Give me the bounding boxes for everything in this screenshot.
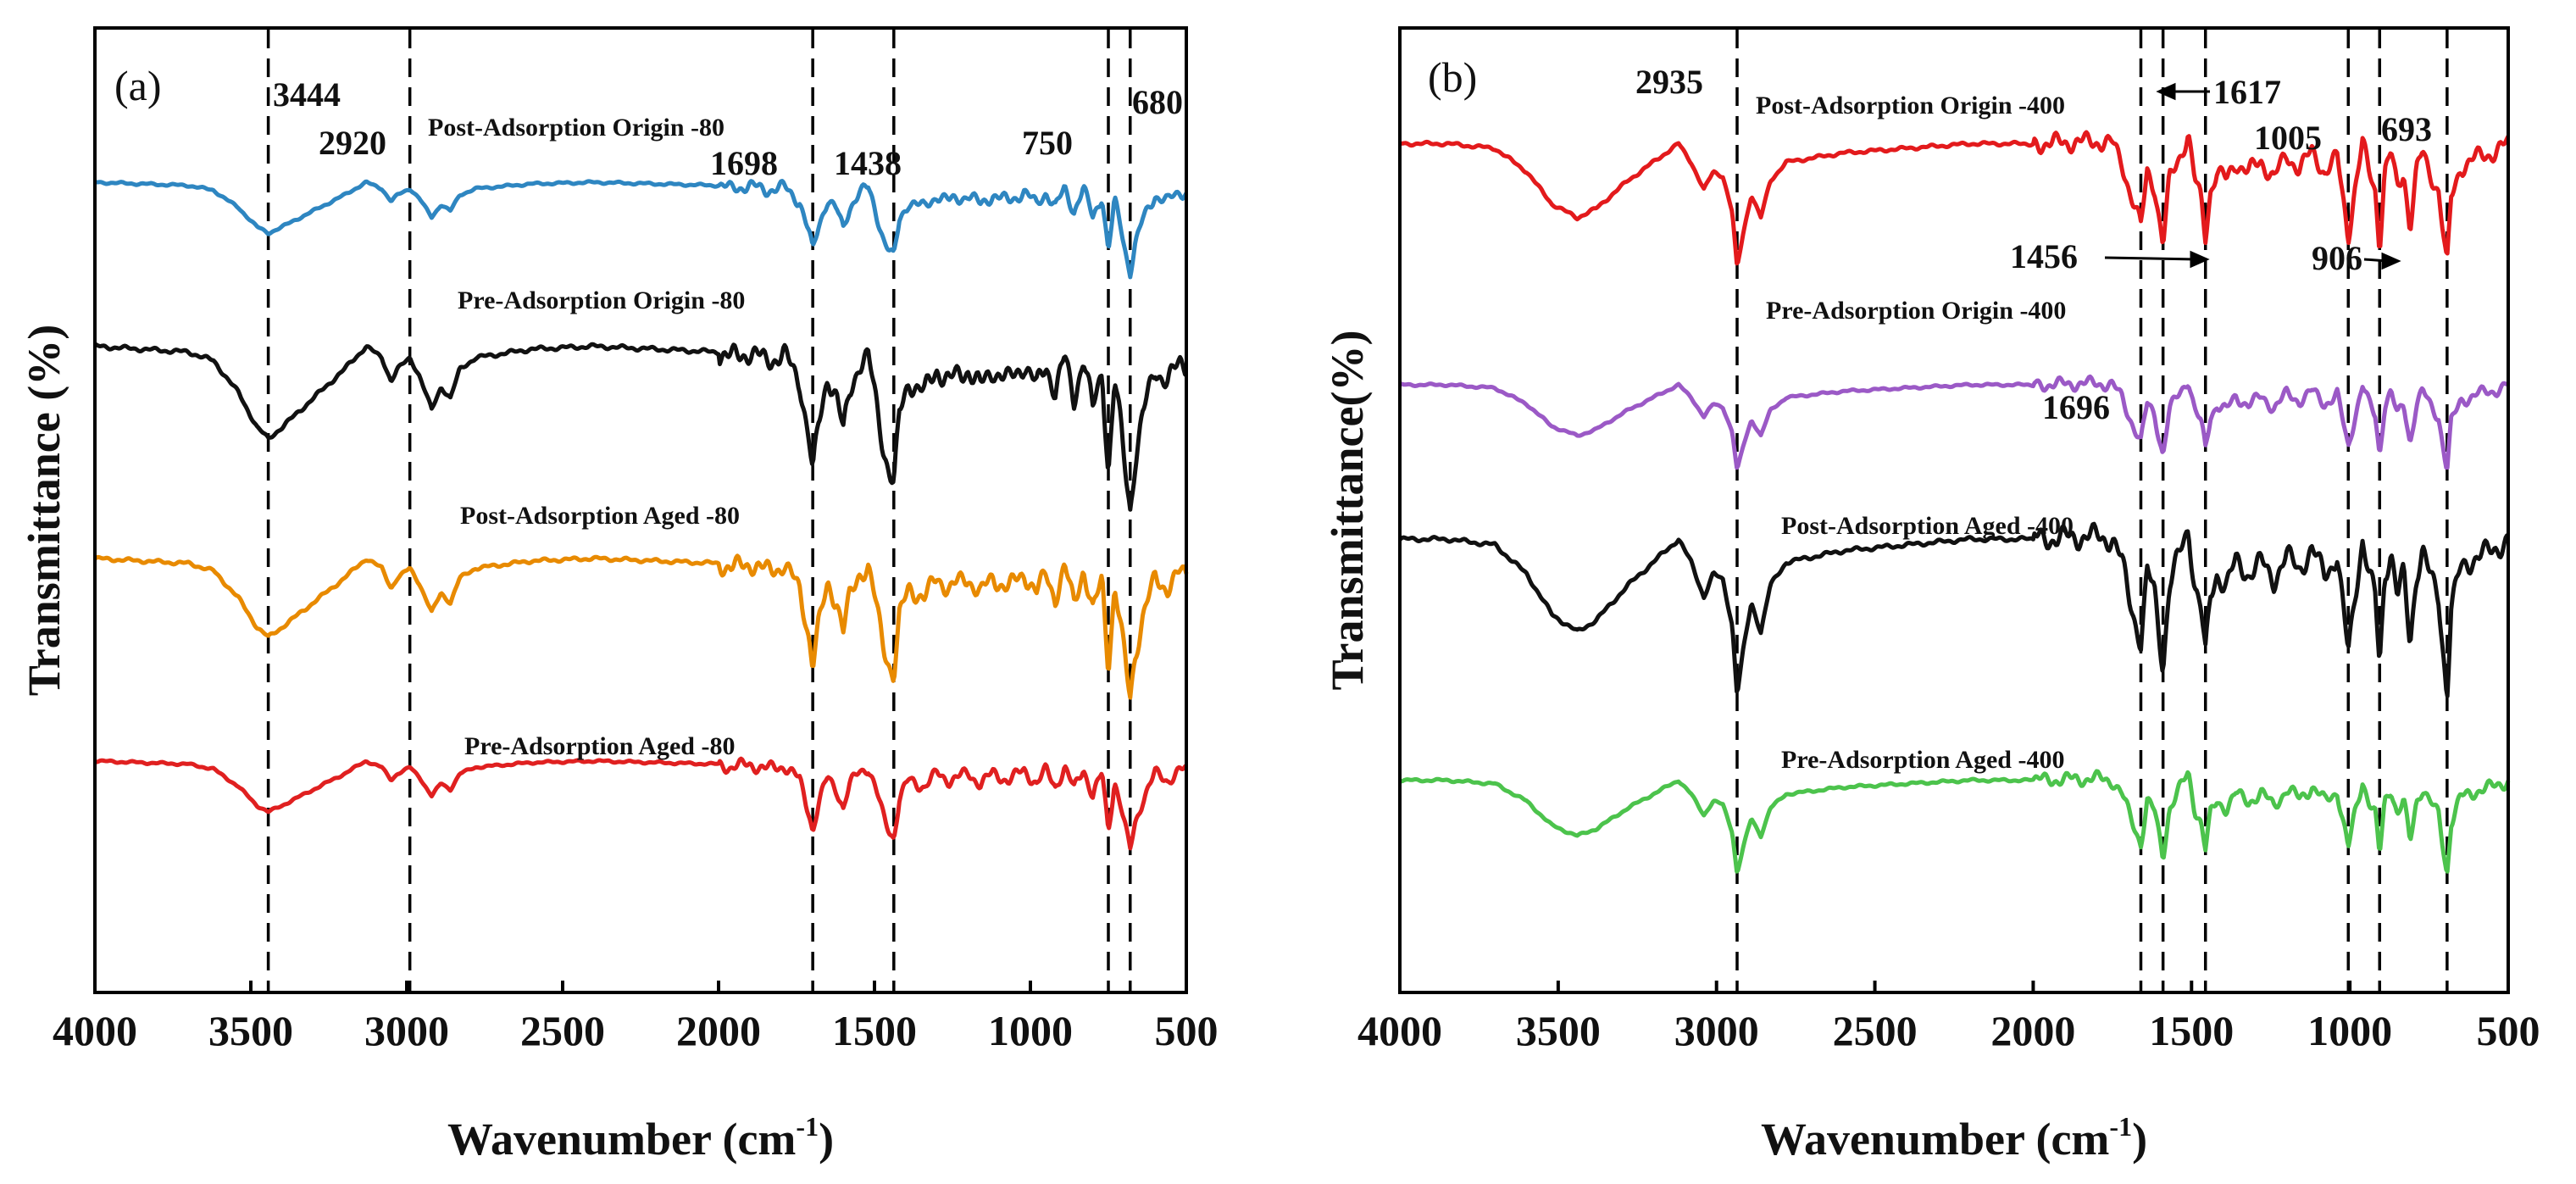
series-label-b1: Post-Adsorption Origin -400	[1756, 92, 2065, 120]
x-tick-label-2000: 2000	[676, 1007, 761, 1054]
panel-b-x-axis-title: Wavenumber (cm-1)	[1761, 1111, 2147, 1165]
peak-label-680: 680	[1132, 83, 1183, 121]
series-line-post-adsorption-origin-80	[94, 179, 1189, 280]
arrow-906	[2363, 252, 2401, 270]
panel-b-ticks: 4000 3500 3000 2500 2000 1500 1000 500	[1357, 981, 2540, 1054]
peak-label-3444: 3444	[273, 75, 341, 114]
peak-label-693: 693	[2381, 110, 2432, 148]
series-label-b2: Pre-Adsorption Origin -400	[1766, 297, 2066, 325]
peak-label-1696: 1696	[2042, 388, 2110, 426]
x-tick-label-3500: 3500	[1516, 1007, 1601, 1054]
x-tick-label-4000: 4000	[1357, 1007, 1442, 1054]
peak-label-2935: 2935	[1635, 63, 1703, 101]
panel-b-series	[1398, 130, 2511, 874]
panel-a-x-axis-title: Wavenumber (cm-1)	[447, 1111, 834, 1165]
panel-b-y-axis-title: Transmittance(%)	[1322, 331, 1373, 691]
series-line-pre-adsorption-origin-400	[1399, 374, 2510, 470]
x-tick-label-2500: 2500	[520, 1007, 605, 1054]
peak-label-750: 750	[1022, 124, 1073, 162]
series-label-a1: Post-Adsorption Origin -80	[428, 114, 724, 142]
panel-b-label: (b)	[1428, 53, 1477, 101]
peak-label-1617: 1617	[2213, 73, 2281, 111]
panel-a: 4000 3500 3000 2500 2000 1500 1000 500 (a) 3444…	[19, 26, 1219, 1165]
peak-label-906: 906	[2312, 239, 2362, 277]
series-label-b4: Pre-Adsorption Aged -400	[1781, 746, 2064, 774]
x-tick-label-4000: 4000	[53, 1007, 137, 1054]
arrow-1456	[2104, 250, 2210, 269]
panel-a-series	[93, 179, 1189, 851]
panel-a-y-axis-title: Transmittance (%)	[19, 325, 69, 696]
panel-a-frame	[93, 26, 1188, 994]
x-tick-label-3000: 3000	[364, 1007, 449, 1054]
series-line-pre-adsorption-origin-80	[94, 342, 1188, 512]
x-tick-label-1000: 1000	[2307, 1007, 2392, 1054]
x-tick-label-1500: 1500	[2149, 1007, 2234, 1054]
x-tick-label-2500: 2500	[1833, 1007, 1918, 1054]
peak-label-1456: 1456	[2010, 237, 2078, 275]
panel-a-label: (a)	[114, 62, 162, 109]
series-label-a4: Pre-Adsorption Aged -80	[464, 732, 735, 760]
series-line-post-adsorption-origin-400	[1399, 130, 2511, 266]
series-line-post-adsorption-aged-400	[1398, 521, 2509, 698]
series-line-pre-adsorption-aged-80	[94, 756, 1188, 851]
panel-a-ticks: 4000 3500 3000 2500 2000 1500 1000 500	[53, 981, 1219, 1054]
series-line-post-adsorption-aged-80	[93, 553, 1189, 700]
panel-b: 4000 3500 3000 2500 2000 1500 1000 500 (b) 2935…	[1322, 26, 2540, 1165]
series-label-b3: Post-Adsorption Aged -400	[1781, 512, 2074, 540]
arrow-1617	[2156, 82, 2210, 101]
peak-label-1698: 1698	[710, 144, 778, 182]
x-tick-label-1500: 1500	[832, 1007, 917, 1054]
series-label-a2: Pre-Adsorption Origin -80	[458, 286, 745, 314]
x-tick-label-1000: 1000	[988, 1007, 1073, 1054]
x-tick-label-500: 500	[2477, 1007, 2540, 1054]
series-label-a3: Post-Adsorption Aged -80	[460, 502, 740, 530]
panel-b-reference-lines	[1735, 30, 2449, 991]
x-tick-label-2000: 2000	[1990, 1007, 2075, 1054]
x-tick-label-3500: 3500	[208, 1007, 293, 1054]
peak-label-2920: 2920	[319, 124, 386, 162]
peak-label-1438: 1438	[834, 144, 902, 182]
x-tick-label-3000: 3000	[1674, 1007, 1759, 1054]
panel-b-frame	[1398, 26, 2510, 994]
series-line-pre-adsorption-aged-400	[1399, 769, 2511, 874]
x-tick-label-500: 500	[1155, 1007, 1219, 1054]
peak-label-1005: 1005	[2254, 119, 2322, 157]
